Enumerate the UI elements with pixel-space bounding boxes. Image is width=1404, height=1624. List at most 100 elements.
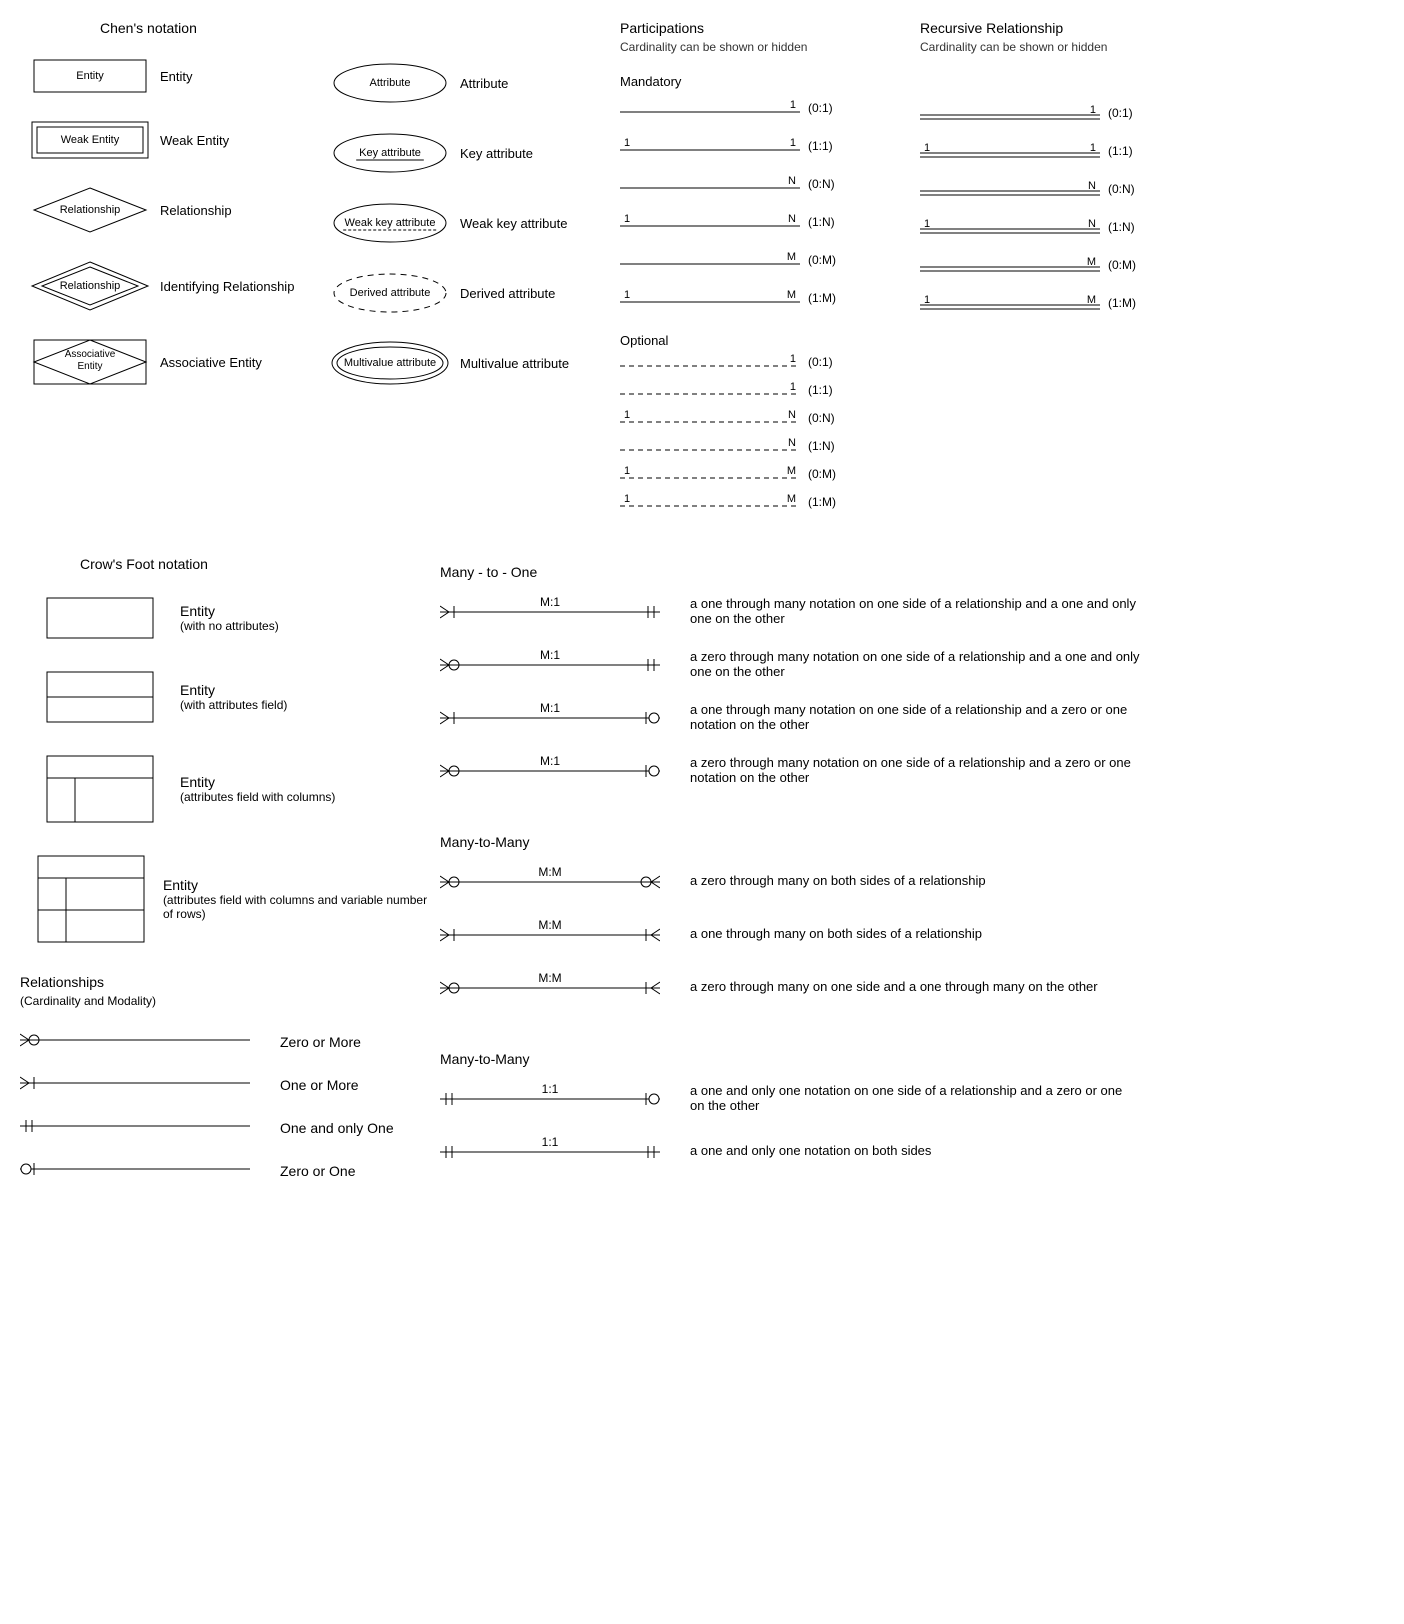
crow-conn-row: M:1 a zero through many notation on one …	[440, 647, 1404, 680]
crow-connector: 1:1	[440, 1134, 690, 1167]
crow-entity-title: Entity	[180, 682, 287, 698]
crow-group-title: Many-to-Many	[440, 834, 1404, 850]
crow-rel-line	[20, 1028, 280, 1055]
cardinality-label: (0:N)	[808, 411, 858, 425]
svg-text:Weak key attribute: Weak key attribute	[345, 217, 436, 229]
svg-text:1: 1	[624, 493, 630, 505]
recursive-subtitle: Cardinality can be shown or hidden	[920, 40, 1200, 54]
crow-rel-row: One and only One	[20, 1114, 440, 1141]
chen-shape: Derived attribute	[320, 270, 460, 316]
chen-label: Multivalue attribute	[460, 356, 620, 371]
crow-rel-label: Zero or One	[280, 1163, 355, 1179]
cardinality-label: (1:M)	[808, 291, 858, 305]
svg-text:1: 1	[624, 409, 630, 421]
chen-entity-row: Associative Entity Associative Entity	[20, 336, 320, 388]
svg-text:1: 1	[1090, 104, 1096, 116]
crow-connector: M:M	[440, 970, 690, 1003]
chen-label: Attribute	[460, 76, 620, 91]
svg-text:Key attribute: Key attribute	[359, 147, 421, 159]
svg-text:1: 1	[624, 213, 630, 225]
chen-entity-row: Relationship Relationship	[20, 184, 320, 236]
crow-conn-desc: a one through many notation on one side …	[690, 596, 1140, 626]
chen-label: Associative Entity	[160, 355, 320, 370]
cardinality-label: (0:M)	[808, 253, 858, 267]
crow-entity-sub: (attributes field with columns)	[180, 790, 335, 804]
svg-text:N: N	[788, 437, 796, 449]
crow-entity-title: Entity	[180, 774, 335, 790]
crow-rel-row: Zero or One	[20, 1157, 440, 1184]
crow-rel-line	[20, 1157, 280, 1184]
svg-text:M:1: M:1	[540, 754, 560, 768]
cardinality-label: (1:1)	[808, 383, 858, 397]
participation-row: 1 (0:1)	[620, 89, 900, 127]
chen-attr-row: Multivalue attribute Multivalue attribut…	[320, 340, 620, 386]
svg-text:Attribute: Attribute	[370, 77, 411, 89]
crow-connector: M:1	[440, 700, 690, 733]
crow-conn-desc: a one through many notation on one side …	[690, 702, 1140, 732]
cardinality-label: (1:N)	[1108, 220, 1158, 234]
chen-title: Chen's notation	[100, 20, 320, 36]
cardinality-label: (0:N)	[1108, 182, 1158, 196]
cardinality-label: (0:1)	[1108, 106, 1158, 120]
crow-rel-label: Zero or More	[280, 1034, 361, 1050]
crow-rel-line	[20, 1071, 280, 1098]
svg-text:Derived attribute: Derived attribute	[350, 287, 431, 299]
crow-title: Crow's Foot notation	[80, 556, 440, 572]
optional-title: Optional	[620, 333, 900, 348]
cardinality-label: (1:1)	[1108, 144, 1158, 158]
participation-row: N (0:N)	[620, 165, 900, 203]
participations-subtitle: Cardinality can be shown or hidden	[620, 40, 900, 54]
crow-connector: M:1	[440, 647, 690, 680]
svg-text:M: M	[787, 493, 796, 505]
chen-shape: Relationship	[20, 260, 160, 312]
cardinality-label: (0:1)	[808, 355, 858, 369]
chen-label: Derived attribute	[460, 286, 620, 301]
recursive-row: N (0:N)	[920, 170, 1200, 208]
svg-text:Associative: Associative	[65, 349, 116, 360]
mandatory-title: Mandatory	[620, 74, 900, 89]
crow-conn-row: M:1 a one through many notation on one s…	[440, 594, 1404, 627]
svg-text:N: N	[788, 175, 796, 187]
svg-text:M:1: M:1	[540, 701, 560, 715]
crow-entity-shape	[20, 854, 163, 944]
crow-conn-row: M:1 a one through many notation on one s…	[440, 700, 1404, 733]
svg-text:1: 1	[790, 353, 796, 365]
participation-row: 1 M (1:M)	[620, 279, 900, 317]
chen-entity-row: Weak Entity Weak Entity	[20, 120, 320, 160]
svg-text:1:1: 1:1	[542, 1082, 559, 1096]
crow-group-title: Many-to-Many	[440, 1051, 1404, 1067]
participations-title: Participations	[620, 20, 900, 36]
participation-row: 1 M (0:M)	[620, 460, 900, 488]
participation-row: 1 N (1:N)	[620, 203, 900, 241]
cardinality-label: (0:1)	[808, 101, 858, 115]
svg-text:1: 1	[924, 294, 930, 306]
svg-text:Relationship: Relationship	[60, 280, 121, 292]
svg-text:N: N	[1088, 180, 1096, 192]
crow-entity-shape	[20, 754, 180, 824]
svg-text:M:1: M:1	[540, 648, 560, 662]
svg-text:M: M	[787, 251, 796, 263]
svg-text:M: M	[1087, 294, 1096, 306]
crow-entity-shape	[20, 596, 180, 640]
crow-connector: M:M	[440, 864, 690, 897]
crow-entity-sub: (attributes field with columns and varia…	[163, 893, 440, 921]
cardinality-label: (1:M)	[808, 495, 858, 509]
svg-text:M:M: M:M	[538, 918, 561, 932]
recursive-title: Recursive Relationship	[920, 20, 1200, 36]
svg-text:Relationship: Relationship	[60, 204, 121, 216]
crow-entity-row: Entity(with no attributes)	[20, 596, 440, 640]
cardinality-label: (1:N)	[808, 215, 858, 229]
crow-rel-label: One or More	[280, 1077, 359, 1093]
svg-text:M:1: M:1	[540, 595, 560, 609]
crow-entity-shape	[20, 670, 180, 724]
svg-text:1: 1	[790, 137, 796, 149]
participations: Participations Cardinality can be shown …	[620, 20, 900, 516]
participation-row: 1 1 (1:1)	[620, 127, 900, 165]
svg-text:1: 1	[790, 381, 796, 393]
participation-row: M (0:M)	[620, 241, 900, 279]
crow-conn-desc: a zero through many on both sides of a r…	[690, 873, 986, 888]
cardinality-label: (1:M)	[1108, 296, 1158, 310]
svg-text:1: 1	[624, 137, 630, 149]
crow-connector: M:1	[440, 594, 690, 627]
svg-text:1: 1	[1090, 142, 1096, 154]
